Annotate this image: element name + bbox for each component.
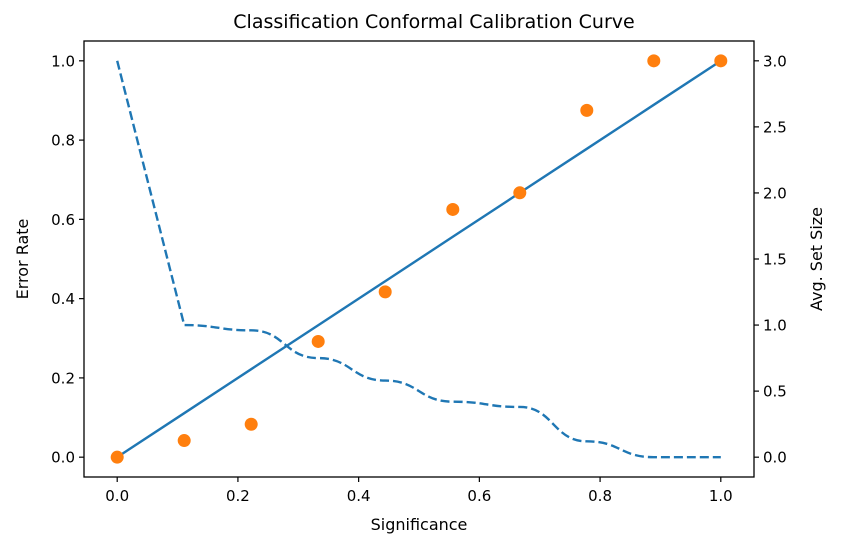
y-axis-left: 0.0 0.2 0.4 0.6 0.8 1.0 (51, 52, 84, 467)
y-tick-label: 0.2 (51, 369, 75, 387)
y2-tick-label: 2.0 (763, 184, 787, 202)
error-rate-point (110, 450, 124, 464)
x-axis-label: Significance (371, 515, 468, 534)
y-axis-label: Error Rate (13, 219, 32, 300)
y2-tick-label: 1.5 (763, 251, 787, 269)
x-tick-label: 0.2 (226, 487, 250, 505)
avg-set-size-line (116, 60, 721, 459)
error-rate-point (311, 334, 325, 348)
y-axis-right: 0.0 0.5 1.0 1.5 2.0 2.5 3.0 (754, 52, 787, 467)
y-tick-label: 1.0 (51, 52, 75, 70)
x-tick-label: 0.8 (588, 487, 612, 505)
error-rate-point (177, 434, 191, 448)
x-tick-label: 0.6 (467, 487, 491, 505)
y2-tick-label: 3.0 (763, 52, 787, 70)
plot-area (110, 54, 728, 464)
y2-axis-label: Avg. Set Size (807, 207, 826, 311)
error-rate-point (714, 54, 728, 68)
y-tick-label: 0.8 (51, 132, 75, 150)
y2-tick-label: 1.0 (763, 317, 787, 335)
y2-tick-label: 2.5 (763, 118, 787, 136)
y-tick-label: 0.4 (51, 290, 75, 308)
error-rate-point (378, 285, 392, 299)
chart-title: Classification Conformal Calibration Cur… (233, 11, 634, 33)
error-rate-point (244, 417, 258, 431)
error-rate-point (647, 54, 661, 68)
error-rate-point (446, 202, 460, 216)
ideal-calibration-line (116, 59, 722, 459)
x-tick-label: 0.4 (347, 487, 371, 505)
error-rate-point (580, 103, 594, 117)
x-tick-label: 1.0 (709, 487, 733, 505)
y2-tick-label: 0.0 (763, 449, 787, 467)
y-tick-label: 0.0 (51, 449, 75, 467)
y-tick-label: 0.6 (51, 211, 75, 229)
error-rate-point (513, 186, 527, 200)
y2-tick-label: 0.5 (763, 383, 787, 401)
x-axis: 0.0 0.2 0.4 0.6 0.8 1.0 (105, 477, 733, 505)
x-tick-label: 0.0 (105, 487, 129, 505)
